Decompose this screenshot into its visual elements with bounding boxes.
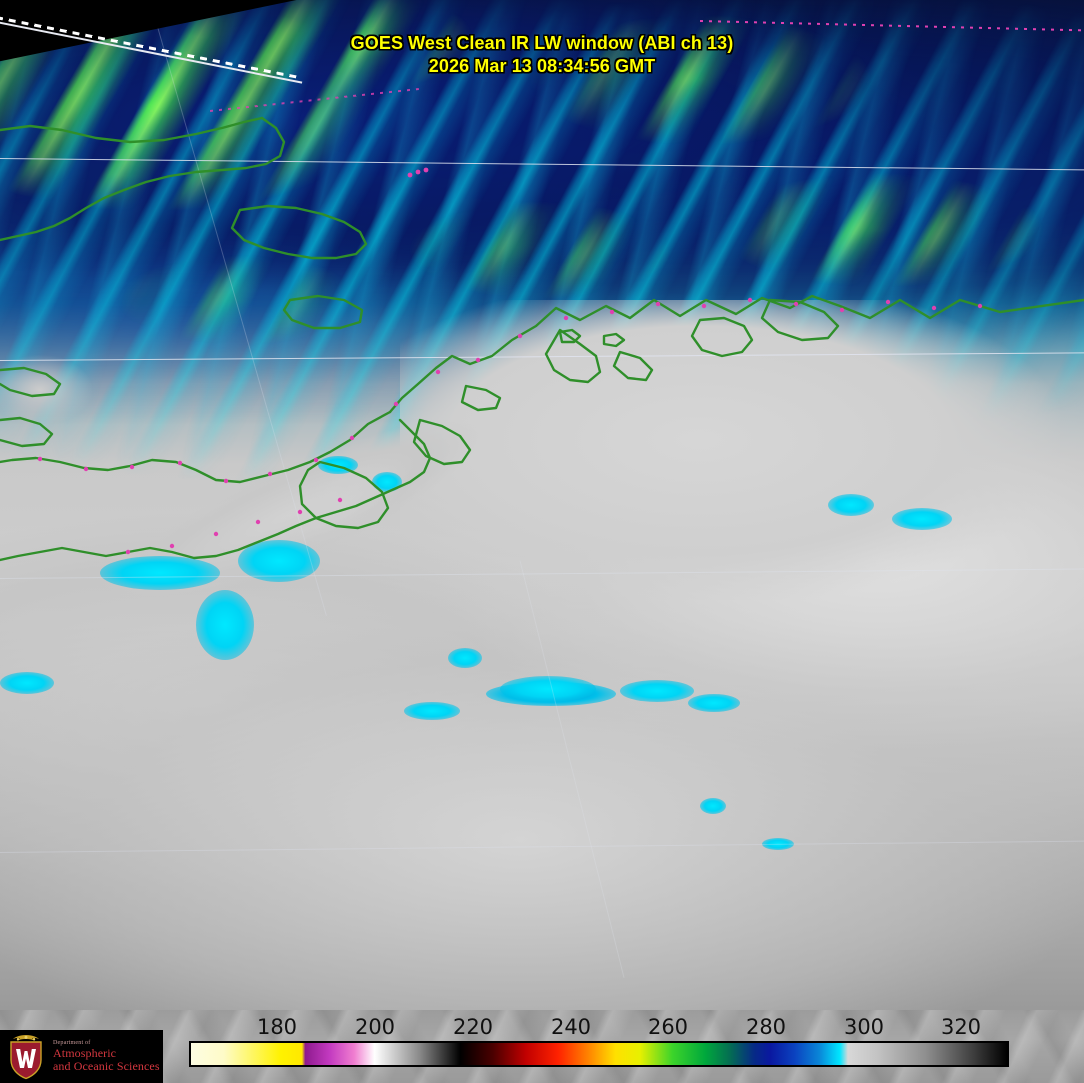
convective-cell (500, 676, 596, 702)
convective-cell (620, 680, 694, 702)
colorbar-tick-label: 300 (843, 1015, 885, 1039)
colorbar-tick-label: 240 (550, 1015, 592, 1039)
convective-cell (100, 556, 220, 590)
convective-cell (688, 694, 740, 712)
convective-cell (0, 672, 54, 694)
convective-cell (828, 494, 874, 516)
convective-cell (318, 456, 358, 474)
logo-department-label: Department of (53, 1040, 91, 1047)
temperature-colorbar[interactable] (189, 1041, 1009, 1067)
colorbar-tick-label: 280 (745, 1015, 787, 1039)
colorbar-tick-label: 200 (354, 1015, 396, 1039)
logo-text-block: Department of Atmospheric and Oceanic Sc… (53, 1040, 160, 1072)
convective-cell (448, 648, 482, 668)
convective-cell-cluster (0, 456, 952, 850)
convective-cell (892, 508, 952, 530)
colorbar-tick-labels: 180 200 220 240 260 280 300 320 (0, 1010, 1084, 1050)
logo-line-oceanic: and Oceanic Sciences (53, 1058, 160, 1073)
logo-line-atmospheric: Atmospheric (53, 1045, 117, 1060)
uw-aos-logo: Department of Atmospheric and Oceanic Sc… (0, 1030, 163, 1083)
convective-cell (196, 590, 254, 660)
convective-cell (700, 798, 726, 814)
convective-cell (762, 838, 794, 850)
colorbar-tick-label: 320 (940, 1015, 982, 1039)
convective-cell (404, 702, 460, 720)
convective-cell (372, 472, 402, 492)
colorbar-tick-label: 260 (647, 1015, 689, 1039)
satellite-image: GOES West Clean IR LW window (ABI ch 13)… (0, 0, 1084, 1010)
colorbar-tick-label: 180 (256, 1015, 298, 1039)
uw-crest-icon (6, 1034, 46, 1080)
colorbar-gradient (191, 1043, 1007, 1065)
colorbar-tick-label: 220 (452, 1015, 494, 1039)
